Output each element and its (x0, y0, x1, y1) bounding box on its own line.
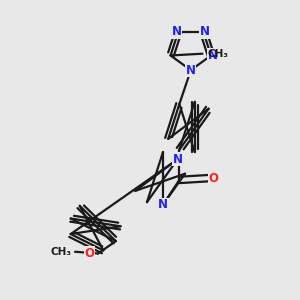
Text: O: O (209, 172, 219, 185)
Text: N: N (208, 49, 218, 62)
Text: N: N (172, 153, 182, 166)
Text: O: O (85, 247, 94, 260)
Text: N: N (172, 25, 182, 38)
Text: CH₃: CH₃ (208, 49, 229, 59)
Text: N: N (200, 25, 210, 38)
Text: N: N (158, 198, 168, 211)
Text: CH₃: CH₃ (50, 247, 71, 257)
Text: N: N (186, 64, 196, 77)
